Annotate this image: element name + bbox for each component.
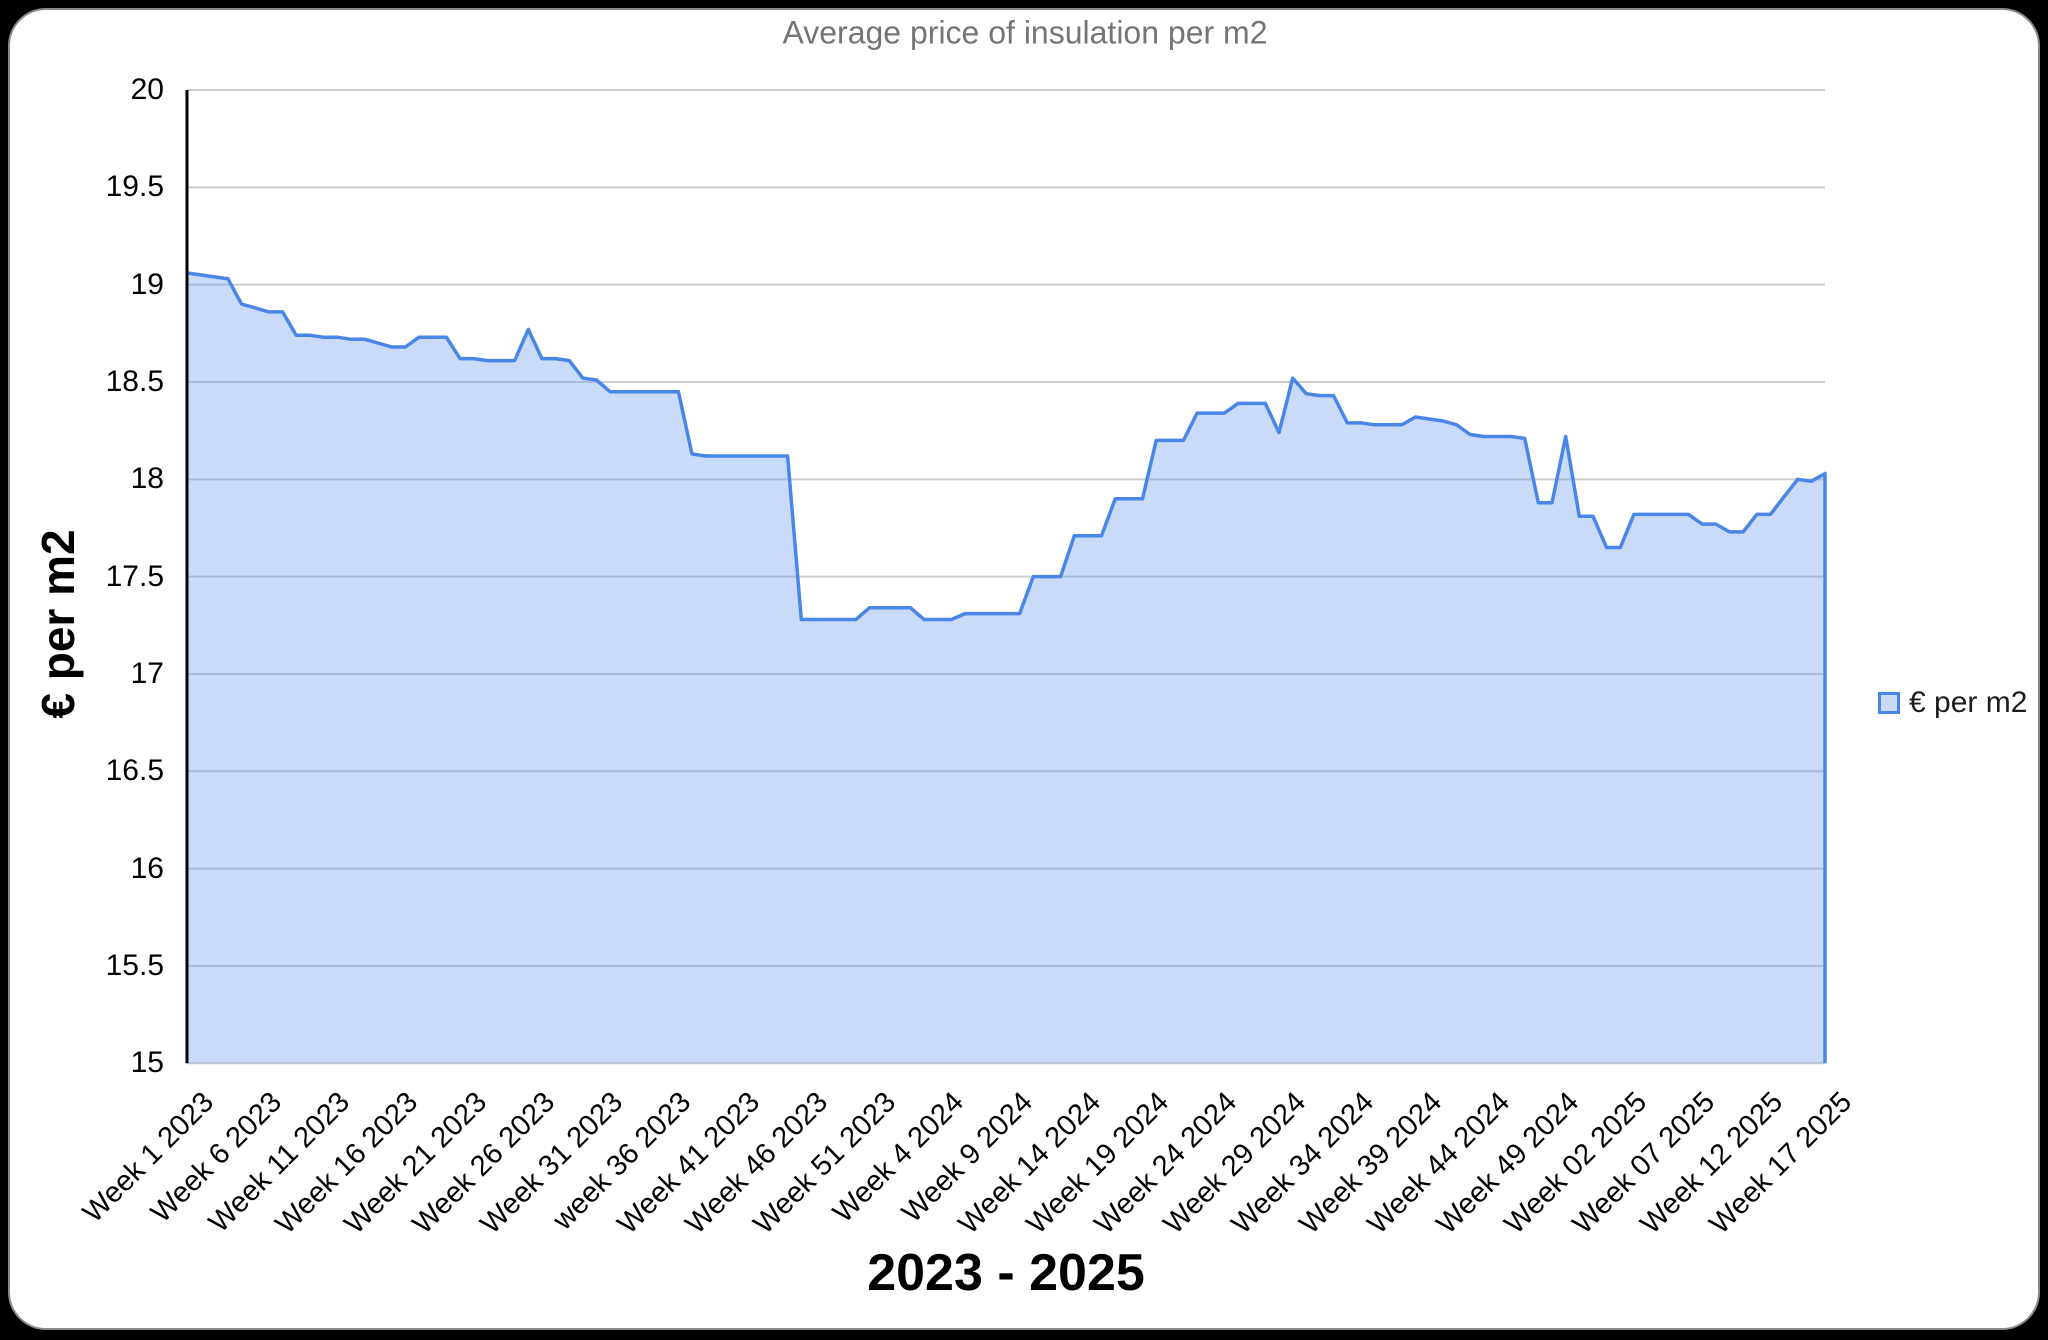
legend: € per m2	[1878, 686, 2027, 720]
y-tick-label: 15	[131, 1046, 164, 1080]
chart-title: Average price of insulation per m2	[782, 15, 1267, 52]
y-tick-label: 15.5	[106, 949, 164, 983]
area-fill	[187, 273, 1825, 1063]
y-tick-label: 18.5	[106, 365, 164, 399]
y-tick-label: 20	[131, 73, 164, 107]
y-tick-label: 17	[131, 657, 164, 691]
y-tick-label: 16.5	[106, 754, 164, 788]
y-tick-label: 18	[131, 462, 164, 496]
y-tick-label: 19	[131, 268, 164, 302]
chart-layer: Average price of insulation per m2 € per…	[2, 2, 2048, 1340]
y-tick-label: 17.5	[106, 560, 164, 594]
y-tick-label: 16	[131, 852, 164, 886]
x-axis-title: 2023 - 2025	[867, 1243, 1145, 1303]
y-axis-title: € per m2	[31, 529, 85, 718]
chart-page: Average price of insulation per m2 € per…	[8, 8, 2040, 1330]
legend-swatch-icon	[1878, 692, 1900, 714]
y-tick-label: 19.5	[106, 170, 164, 204]
legend-label: € per m2	[1909, 686, 2027, 720]
